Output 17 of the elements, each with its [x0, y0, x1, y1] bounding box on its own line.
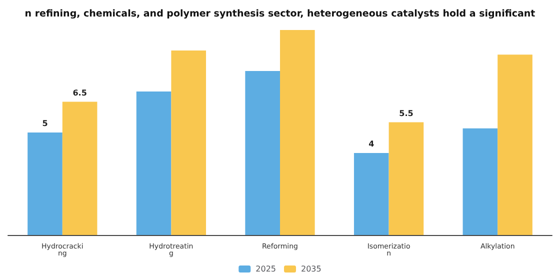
bar	[28, 132, 62, 235]
bar	[62, 102, 98, 235]
data-label: 6.5	[72, 88, 88, 98]
bar	[498, 54, 532, 235]
chart-title: n refining, chemicals, and polymer synthesis sector, heterogeneous catalysts hold a significant	[24, 8, 536, 20]
bar	[245, 71, 280, 235]
bar	[280, 30, 315, 235]
data-label: 5.5	[399, 108, 414, 118]
bar	[388, 122, 424, 235]
bar	[462, 128, 498, 235]
legend-label: 2025	[256, 264, 276, 274]
legend-label: 2035	[301, 264, 322, 274]
bar	[354, 153, 389, 235]
bar	[136, 92, 172, 235]
bar	[171, 50, 206, 235]
data-label: 5	[42, 119, 48, 128]
data-label: 4	[368, 140, 375, 148]
